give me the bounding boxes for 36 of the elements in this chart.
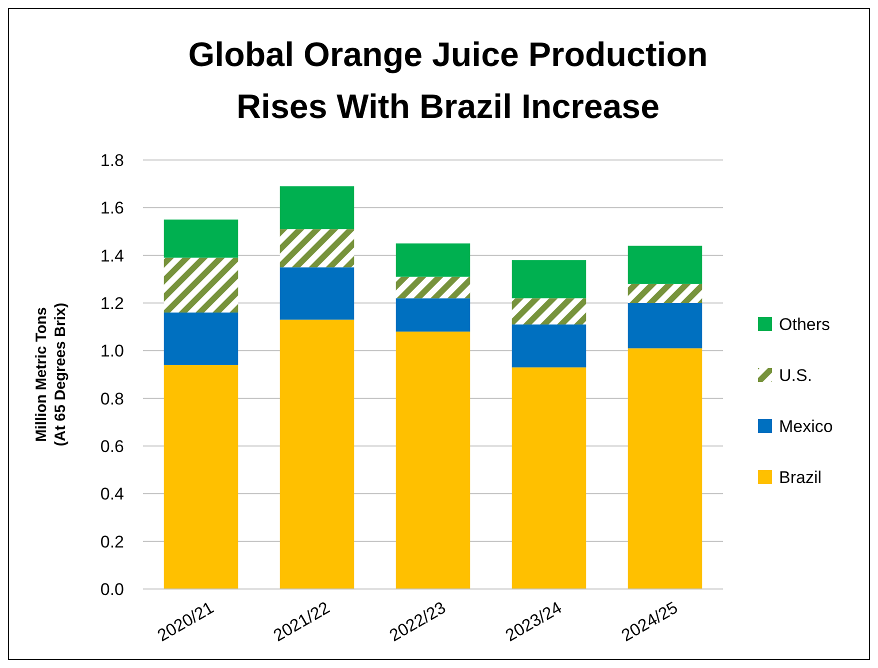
bar (280, 320, 354, 589)
legend-label: Brazil (779, 468, 822, 487)
y-tick-label: 0.4 (100, 484, 124, 504)
bar (512, 367, 586, 589)
bar (164, 258, 238, 313)
bar (628, 348, 702, 589)
y-tick-label: 0.0 (100, 580, 124, 599)
bar (280, 229, 354, 268)
bar (512, 298, 586, 324)
bar (396, 298, 470, 332)
bar (164, 220, 238, 258)
y-tick-label: 1.0 (100, 342, 124, 361)
y-tick-label: 1.6 (100, 198, 124, 218)
bar (512, 260, 586, 298)
y-tick-label: 1.8 (100, 151, 124, 170)
legend-label: Others (779, 315, 830, 334)
bar (628, 284, 702, 303)
bar (628, 303, 702, 348)
chart-title: Global Orange Juice Production Rises With Brazil Increase (188, 36, 708, 126)
y-tick-label: 1.2 (100, 294, 124, 313)
legend-label: Mexico (779, 417, 833, 436)
y-axis-title: Million Metric Tons (At 65 Degrees Brix) (33, 302, 69, 446)
legend-label: U.S. (779, 366, 812, 385)
bar (396, 276, 470, 298)
bar (628, 246, 702, 284)
y-tick-label: 0.8 (100, 389, 124, 408)
bar (280, 186, 354, 230)
bar (396, 243, 470, 277)
bar (512, 324, 586, 368)
y-tick-label: 1.4 (100, 246, 124, 266)
bar (280, 267, 354, 320)
bar (164, 312, 238, 365)
bar (164, 364, 238, 589)
bar (396, 332, 470, 589)
y-tick-label: 0.6 (100, 437, 124, 456)
y-tick-label: 0.2 (100, 532, 124, 552)
